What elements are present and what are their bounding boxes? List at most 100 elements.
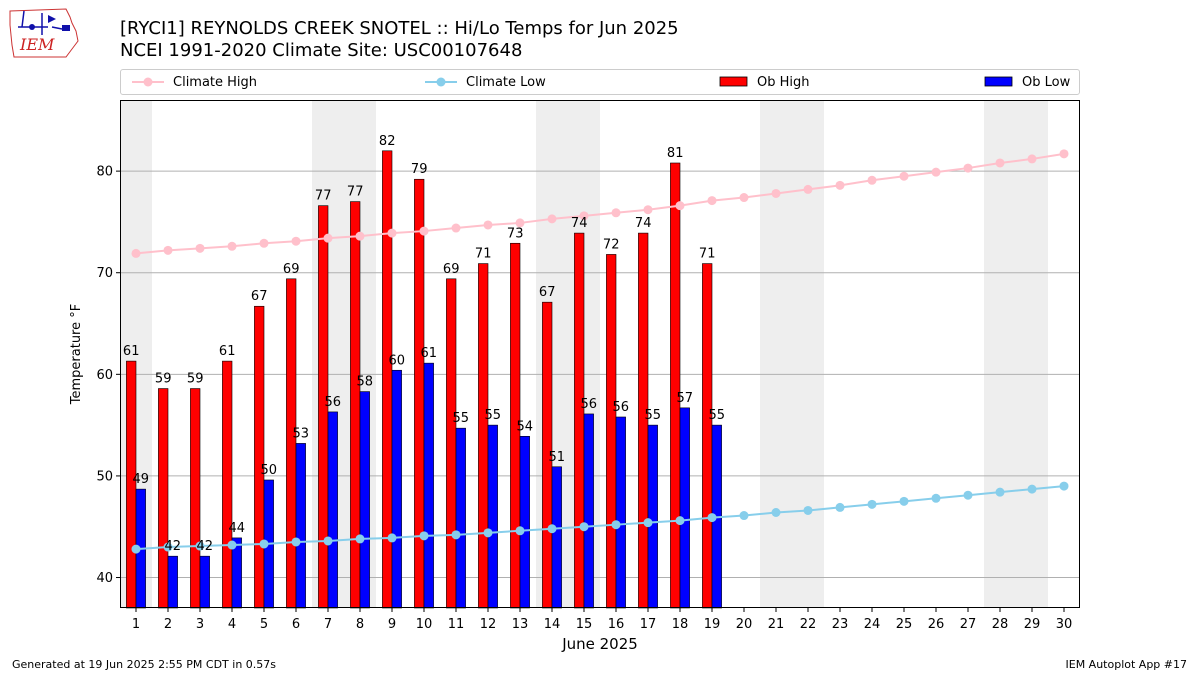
climate-high-point (963, 163, 973, 173)
ob-low-bar (487, 424, 498, 609)
legend-label-ob-high: Ob High (757, 74, 810, 90)
ob-high-label: 73 (507, 226, 524, 241)
ob-high-bar (574, 232, 585, 609)
x-tick-label: 11 (448, 617, 465, 632)
legend-label-climate-high: Climate High (173, 74, 258, 90)
climate-low-point (995, 487, 1005, 497)
weekend-shade (792, 100, 824, 608)
chart-subtitle: NCEI 1991-2020 Climate Site: USC00107648 (120, 40, 523, 61)
ob-low-bar (679, 407, 690, 609)
climate-low-point (451, 530, 461, 540)
bars (126, 150, 722, 609)
climate-high-point (707, 196, 717, 206)
ob-low-bar (519, 435, 530, 609)
climate-low-point (867, 499, 877, 509)
x-tick-label: 14 (544, 617, 561, 632)
legend-item-ob-high: Ob High (719, 70, 810, 94)
ob-high-label: 61 (219, 344, 236, 359)
climate-low-point (419, 531, 429, 541)
climate-low-point (1027, 484, 1037, 494)
ob-high-bar (254, 305, 265, 609)
ob-low-label: 55 (709, 408, 726, 423)
climate-low-point (163, 542, 173, 552)
climate-low-point (1059, 481, 1069, 491)
x-tick-label: 15 (576, 617, 593, 632)
climate-low-point (387, 533, 397, 543)
legend-item-ob-low: Ob Low (984, 70, 1070, 94)
x-tick-label: 6 (292, 617, 300, 632)
x-tick-label: 7 (324, 617, 332, 632)
weekend-shade (1016, 100, 1048, 608)
climate-high-point (803, 184, 813, 194)
ob-high-bar (446, 278, 457, 609)
x-tick-label: 10 (416, 617, 433, 632)
ob-low-bar (583, 413, 594, 609)
x-tick-label: 29 (1024, 617, 1041, 632)
x-tick-label: 22 (800, 617, 817, 632)
climate-low-point (227, 540, 237, 550)
x-tick-label: 23 (832, 617, 849, 632)
climate-low-point (131, 544, 141, 554)
x-tick-label: 19 (704, 617, 721, 632)
x-tick-label: 30 (1056, 617, 1073, 632)
y-tick-label: 40 (96, 571, 113, 586)
climate-high-point (515, 218, 525, 228)
ob-low-bar (167, 555, 178, 609)
x-tick-label: 25 (896, 617, 913, 632)
ob-low-label: 42 (197, 539, 214, 554)
ob-low-bar (391, 369, 402, 609)
climate-high-point (1027, 154, 1037, 164)
climate-high-point (771, 188, 781, 198)
ob-high-swatch-icon (719, 76, 748, 87)
x-tick-label: 26 (928, 617, 945, 632)
ob-low-bar (295, 443, 306, 609)
climate-low-point (931, 493, 941, 503)
ob-high-label: 81 (667, 146, 684, 161)
legend-item-climate-high: Climate High (131, 70, 257, 94)
x-tick-label: 21 (768, 617, 785, 632)
climate-high-point (355, 231, 365, 241)
ob-low-bar (615, 416, 626, 609)
climate-high-point (899, 171, 909, 181)
y-tick-label: 80 (96, 165, 113, 180)
legend-label-climate-low: Climate Low (466, 74, 546, 90)
ob-low-label: 57 (677, 391, 694, 406)
climate-high-point (579, 211, 589, 221)
x-tick-label: 2 (164, 617, 172, 632)
climate-lines (131, 149, 1069, 554)
x-tick-label: 20 (736, 617, 753, 632)
ob-high-label: 74 (635, 216, 652, 231)
x-tick-label: 24 (864, 617, 881, 632)
ob-low-bar (423, 362, 434, 609)
climate-high-point (1059, 149, 1069, 159)
x-tick-label: 8 (356, 617, 364, 632)
ob-high-bar (702, 263, 713, 609)
ob-low-bar (647, 424, 658, 609)
ob-low-swatch-icon (984, 76, 1013, 87)
ob-low-label: 42 (165, 539, 182, 554)
climate-low-point (707, 513, 717, 523)
ob-low-label: 53 (293, 426, 310, 441)
climate-low-point (323, 536, 333, 546)
ob-high-label: 71 (475, 247, 492, 262)
climate-high-marker-icon (132, 77, 164, 87)
x-tick-label: 28 (992, 617, 1009, 632)
ob-low-bar (327, 411, 338, 609)
ob-low-bar (359, 391, 370, 609)
ob-low-label: 58 (357, 375, 374, 390)
logo-text: IEM (19, 35, 55, 54)
climate-high-point (611, 208, 621, 218)
x-tick-label: 1 (132, 617, 140, 632)
iem-logo: IEM (8, 5, 82, 59)
ob-low-label: 54 (517, 419, 534, 434)
climate-high-point (227, 241, 237, 251)
ob-low-label: 49 (133, 472, 150, 487)
climate-high-point (675, 201, 685, 211)
climate-low-line (135, 485, 1065, 551)
ob-high-label: 77 (315, 189, 332, 204)
ob-low-label: 60 (389, 353, 406, 368)
climate-low-point (739, 511, 749, 521)
chart-title: [RYCI1] REYNOLDS CREEK SNOTEL :: Hi/Lo T… (120, 18, 679, 39)
